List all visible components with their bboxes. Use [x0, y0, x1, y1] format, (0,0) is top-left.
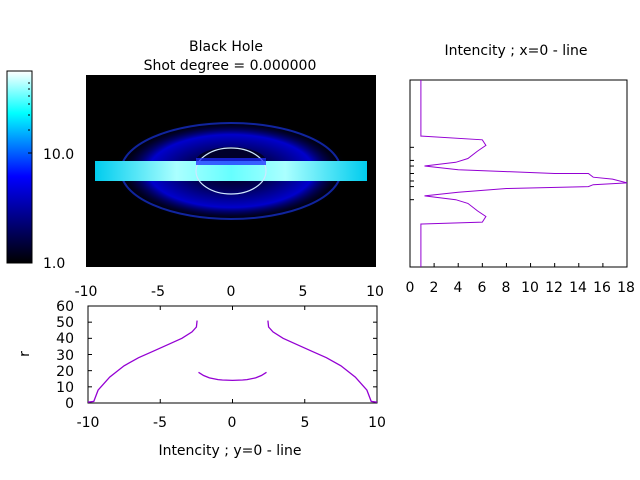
main-x-tick-label: -5: [151, 284, 165, 300]
bottom-profile-segment: [198, 371, 267, 382]
colorbar: 10.0 1.0: [6, 70, 74, 272]
right-plot-frame: [409, 79, 628, 268]
bottom-y-tick-label: 60: [56, 299, 74, 315]
bottom-x-axis: -10 -5 0 5 10: [77, 415, 386, 431]
accretion-disk-band: [95, 161, 367, 181]
colorbar-tick-label: 1.0: [43, 256, 65, 272]
right-x-axis: 0 2 4 6 8 10 12 14 16 18: [406, 280, 635, 296]
right-x-tick-label: 14: [569, 280, 587, 296]
main-title-line2: Shot degree = 0.000000: [144, 58, 317, 74]
main-x-tick-label: 5: [299, 284, 308, 300]
bottom-y-axis-label: r: [17, 351, 33, 357]
bottom-profile-segment: [87, 320, 198, 403]
bottom-y-tick-label: 30: [56, 348, 74, 364]
colorbar-tick-label: 10.0: [43, 147, 74, 163]
right-x-tick-label: 6: [478, 280, 487, 296]
bottom-y-tick-label: 10: [56, 380, 74, 396]
bottom-plot-frame: [87, 305, 378, 404]
right-x-tick-label: 10: [521, 280, 539, 296]
disk-inner-shadow: [196, 158, 266, 165]
main-x-axis: -10 -5 0 5 10: [75, 284, 384, 300]
right-x-tick-label: 18: [617, 280, 635, 296]
right-axes: 0 2 4 6 8 10 12 14 16 18: [406, 79, 635, 296]
bottom-y-axis: 0 10 20 30 40 50 60: [56, 299, 74, 412]
main-x-tick-label: 0: [227, 284, 236, 300]
colorbar-bar: [6, 70, 33, 264]
bottom-x-tick-label: 5: [301, 415, 310, 431]
bottom-profile-lines: [87, 320, 378, 403]
right-tick-group: [409, 146, 628, 267]
photon-ring: [195, 147, 267, 195]
bottom-x-tick-label: 0: [228, 415, 237, 431]
right-x-tick-label: 4: [454, 280, 463, 296]
right-x-tick-label: 0: [406, 280, 415, 296]
right-profile-line: [420, 80, 628, 267]
right-x-tick-label: 16: [593, 280, 611, 296]
bottom-profile-segment: [267, 320, 378, 403]
bottom-axes: 0 10 20 30 40 50 60 r -10 -5 0 5 10 Inte…: [17, 299, 386, 459]
heatmap: [86, 75, 376, 267]
bottom-x-tick-label: 10: [368, 415, 386, 431]
main-title-line1: Black Hole: [189, 39, 263, 55]
main-x-tick-label: 10: [366, 284, 384, 300]
right-x-tick-label: 12: [545, 280, 563, 296]
bottom-y-tick-label: 40: [56, 331, 74, 347]
main-x-tick-label: -10: [75, 284, 98, 300]
bottom-tick-group: [87, 305, 378, 404]
right-x-tick-label: 8: [502, 280, 511, 296]
bottom-x-tick-label: -10: [77, 415, 100, 431]
bottom-y-tick-label: 0: [65, 396, 74, 412]
bottom-x-tick-label: -5: [153, 415, 167, 431]
right-x-tick-label: 2: [430, 280, 439, 296]
right-title: Intencity ; x=0 - line: [444, 43, 587, 59]
bottom-x-axis-label: Intencity ; y=0 - line: [158, 443, 301, 459]
bottom-y-tick-label: 50: [56, 315, 74, 331]
bottom-y-tick-label: 20: [56, 364, 74, 380]
